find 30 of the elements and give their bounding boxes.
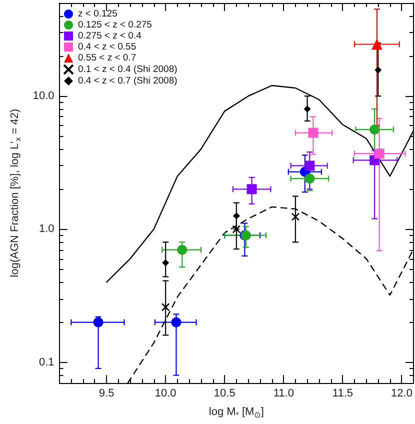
x-tick-label: 11.5: [332, 388, 353, 400]
legend-label: 0.125 < z < 0.275: [78, 20, 152, 30]
legend-label: 0.1 < z < 0.4 (Shi 2008): [78, 64, 178, 75]
point: [304, 105, 311, 112]
y-tick-label: 0.1: [39, 356, 54, 368]
legend-label: z < 0.125: [78, 8, 118, 20]
point: [246, 184, 257, 194]
y-tick-label: 1.0: [39, 223, 54, 236]
legend-label: 0.4 < z < 0.7 (Shi 2008): [78, 76, 178, 86]
legend-label: 0.4 < z < 0.55: [78, 42, 136, 52]
x-tick-label: 12.0: [391, 388, 412, 400]
legend-label: 0.275 < z < 0.4: [78, 30, 142, 42]
point: [162, 259, 170, 266]
x-tick-label: 10.0: [154, 388, 176, 400]
point: [374, 66, 382, 74]
x-tick-label: 11.0: [273, 388, 294, 400]
x-tick-label: 9.5: [98, 388, 114, 400]
point: [374, 148, 384, 159]
point: [308, 128, 318, 138]
y-axis-title: log(AGN Fraction [%], log L'x = 42): [9, 108, 22, 278]
point: [304, 174, 315, 184]
point: [291, 212, 300, 221]
x-tick-label: 10.5: [214, 388, 236, 400]
point: [304, 160, 315, 171]
point: [161, 302, 170, 312]
legend-label: 0.55 < z < 0.7: [78, 52, 136, 64]
x-axis-title: log M* [M⊙]: [208, 406, 264, 420]
y-tick-label: 10.0: [32, 90, 54, 102]
point: [171, 317, 182, 328]
point: [177, 244, 188, 255]
